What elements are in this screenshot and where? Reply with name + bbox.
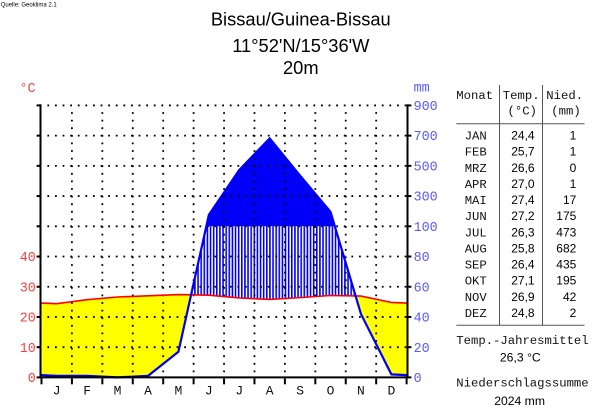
svg-text:27,4: 27,4 — [511, 193, 535, 207]
svg-text:Quelle: Geoklima 2.1: Quelle: Geoklima 2.1 — [1, 2, 58, 8]
svg-text:M: M — [114, 383, 122, 398]
svg-text:682: 682 — [556, 241, 576, 255]
svg-text:195: 195 — [556, 274, 576, 288]
svg-text:11°52'N/15°36'W: 11°52'N/15°36'W — [232, 35, 370, 56]
svg-text:27,2: 27,2 — [511, 209, 535, 223]
svg-text:(°C): (°C) — [508, 104, 537, 118]
svg-text:300: 300 — [414, 191, 438, 206]
svg-text:0: 0 — [414, 372, 422, 387]
svg-text:900: 900 — [414, 100, 438, 115]
svg-text:30: 30 — [20, 281, 36, 296]
svg-text:F: F — [83, 383, 91, 398]
svg-text:DEZ: DEZ — [465, 307, 487, 321]
svg-text:17: 17 — [563, 193, 577, 207]
svg-text:(mm): (mm) — [551, 104, 580, 118]
svg-text:435: 435 — [556, 258, 576, 272]
svg-text:Temp.-Jahresmittel: Temp.-Jahresmittel — [456, 334, 588, 348]
svg-text:100: 100 — [414, 221, 438, 236]
svg-text:10: 10 — [20, 342, 36, 357]
svg-text:A: A — [144, 383, 152, 398]
svg-text:APR: APR — [465, 178, 488, 192]
svg-text:27,0: 27,0 — [511, 177, 535, 191]
svg-text:700: 700 — [414, 130, 438, 145]
svg-text:S: S — [296, 383, 304, 398]
svg-text:20m: 20m — [283, 57, 319, 78]
svg-text:20: 20 — [20, 312, 36, 327]
svg-text:473: 473 — [556, 225, 576, 239]
svg-text:A: A — [266, 383, 274, 398]
svg-text:0: 0 — [570, 161, 577, 175]
svg-text:26,6: 26,6 — [511, 161, 535, 175]
svg-text:AUG: AUG — [465, 242, 487, 256]
svg-text:JUL: JUL — [465, 226, 487, 240]
svg-text:24,8: 24,8 — [511, 306, 535, 320]
svg-text:80: 80 — [414, 251, 430, 266]
svg-text:26,4: 26,4 — [511, 258, 535, 272]
svg-text:JAN: JAN — [465, 130, 487, 144]
svg-text:N: N — [357, 383, 365, 398]
svg-text:24,4: 24,4 — [511, 129, 535, 143]
svg-text:O: O — [327, 383, 335, 398]
svg-text:0: 0 — [28, 372, 36, 387]
svg-text:NOV: NOV — [465, 291, 488, 305]
svg-text:2: 2 — [570, 306, 577, 320]
svg-text:500: 500 — [414, 160, 438, 175]
svg-text:Bissau/Guinea-Bissau: Bissau/Guinea-Bissau — [211, 9, 391, 30]
svg-text:J: J — [235, 383, 243, 398]
svg-text:25,8: 25,8 — [511, 241, 535, 255]
svg-text:MRZ: MRZ — [465, 162, 487, 176]
svg-text:°C: °C — [20, 82, 36, 97]
svg-text:1: 1 — [570, 145, 577, 159]
svg-text:1: 1 — [570, 177, 577, 191]
svg-text:mm: mm — [414, 82, 430, 97]
svg-text:175: 175 — [556, 209, 576, 223]
svg-text:SEP: SEP — [465, 259, 487, 273]
svg-text:J: J — [205, 383, 213, 398]
svg-text:MAI: MAI — [465, 194, 487, 208]
svg-text:26,3: 26,3 — [511, 225, 535, 239]
svg-text:M: M — [175, 383, 183, 398]
svg-text:25,7: 25,7 — [511, 145, 535, 159]
svg-text:JUN: JUN — [465, 210, 487, 224]
svg-text:40: 40 — [414, 312, 430, 327]
svg-text:60: 60 — [414, 281, 430, 296]
svg-text:Temp.: Temp. — [503, 89, 540, 103]
svg-text:26,9: 26,9 — [511, 290, 535, 304]
svg-text:2024 mm: 2024 mm — [494, 394, 545, 408]
svg-text:40: 40 — [20, 251, 36, 266]
svg-text:J: J — [53, 383, 61, 398]
svg-text:Niederschlagssumme: Niederschlagssumme — [456, 377, 588, 391]
svg-text:FEB: FEB — [465, 146, 487, 160]
svg-text:Monat: Monat — [456, 89, 493, 103]
svg-text:1: 1 — [570, 129, 577, 143]
svg-text:27,1: 27,1 — [511, 274, 535, 288]
svg-text:20: 20 — [414, 342, 430, 357]
svg-text:Nied.: Nied. — [546, 89, 583, 103]
svg-text:D: D — [387, 383, 395, 398]
svg-text:26,3 °C: 26,3 °C — [500, 351, 541, 365]
svg-text:42: 42 — [563, 290, 577, 304]
svg-text:OKT: OKT — [465, 275, 487, 289]
